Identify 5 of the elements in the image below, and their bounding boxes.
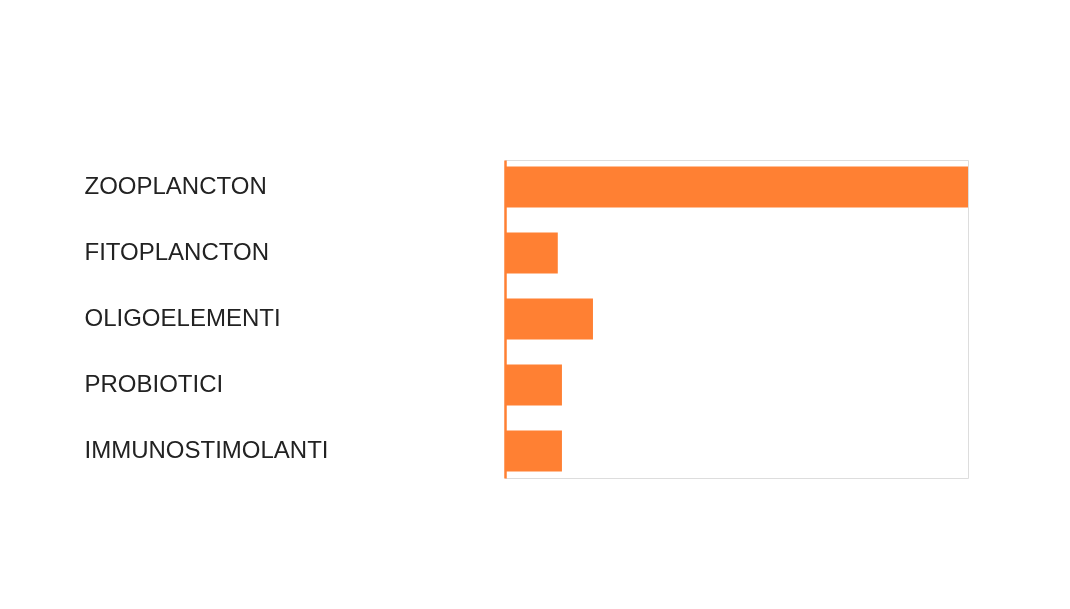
y-tick-label: OLIGOELEMENTI [84, 304, 281, 331]
y-tick-label: FITOPLANCTON [84, 238, 269, 266]
y-tick-label: ZOOPLANCTON [84, 172, 267, 200]
y-tick-label: PROBIOTICI [84, 369, 224, 397]
y-tick-label: IMMUNOSTIMOLANTI [84, 435, 329, 463]
